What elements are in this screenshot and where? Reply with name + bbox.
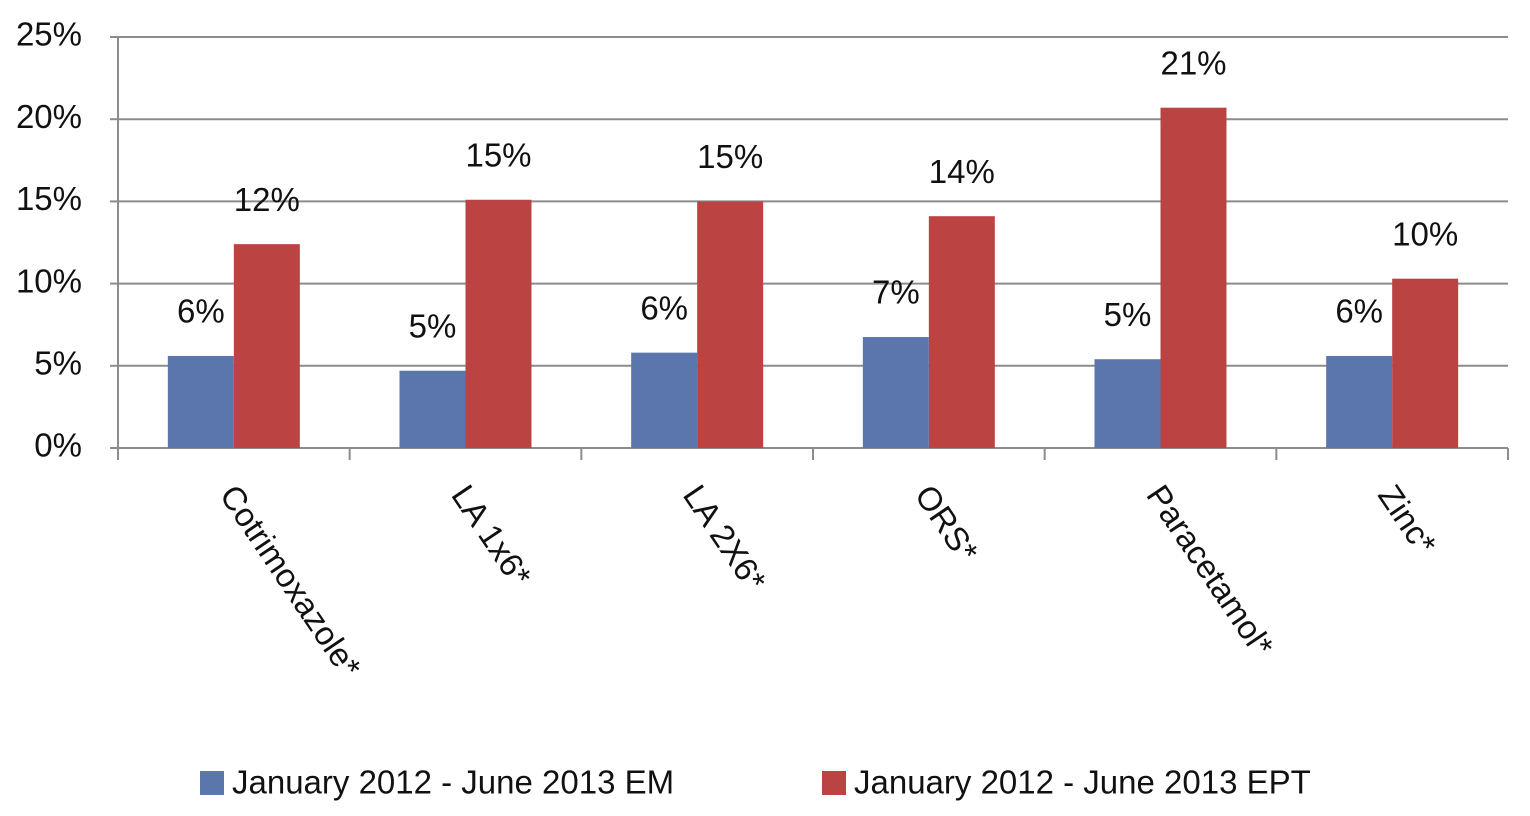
- value-label: 12%: [234, 181, 300, 218]
- y-tick-label: 0%: [34, 427, 82, 464]
- value-label: 10%: [1392, 215, 1458, 252]
- value-label: 6%: [640, 289, 688, 326]
- bar: [399, 370, 466, 448]
- legend-label: January 2012 - June 2013 EPT: [854, 764, 1311, 801]
- bar: [697, 201, 764, 448]
- bar: [1160, 107, 1227, 448]
- value-label: 6%: [1335, 293, 1383, 330]
- bar: [233, 244, 300, 448]
- value-label: 5%: [409, 307, 457, 344]
- x-tick-label: LA 2X6*: [676, 478, 773, 598]
- value-label: 5%: [1104, 296, 1152, 333]
- bar: [1094, 359, 1161, 448]
- legend-swatch: [822, 771, 846, 795]
- value-label: 15%: [697, 138, 763, 175]
- value-label: 6%: [177, 293, 225, 330]
- value-label: 14%: [929, 153, 995, 190]
- bar: [862, 337, 929, 448]
- bar: [1392, 278, 1459, 448]
- bar: [631, 352, 698, 448]
- legend-label: January 2012 - June 2013 EM: [232, 764, 674, 801]
- bar: [465, 199, 532, 448]
- y-tick-label: 10%: [16, 262, 82, 299]
- y-tick-label: 20%: [16, 98, 82, 135]
- value-label: 15%: [465, 136, 531, 173]
- y-tick-label: 5%: [34, 345, 82, 382]
- value-label: 7%: [872, 274, 920, 311]
- x-tick-label: Zinc*: [1371, 478, 1444, 561]
- bar: [1326, 355, 1393, 448]
- legend-swatch: [200, 771, 224, 795]
- x-tick-label: LA 1x6*: [444, 478, 538, 593]
- value-label: 21%: [1160, 44, 1226, 81]
- bar: [928, 216, 995, 448]
- y-tick-label: 25%: [16, 16, 82, 53]
- bar: [167, 355, 234, 448]
- y-tick-label: 15%: [16, 180, 82, 217]
- x-tick-label: Paracetamol*: [1139, 478, 1281, 663]
- x-tick-label: ORS*: [908, 478, 986, 569]
- x-tick-label: Cotrimoxazole*: [213, 478, 369, 684]
